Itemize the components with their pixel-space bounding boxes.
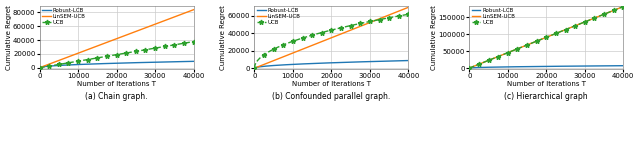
Y-axis label: Cumulative Regret: Cumulative Regret [431, 5, 436, 70]
Legend: Robust-LCB, LinSEM-UCB, UCB: Robust-LCB, LinSEM-UCB, UCB [471, 7, 516, 26]
Legend: Robust-LCB, LinSEM-UCB, UCB: Robust-LCB, LinSEM-UCB, UCB [41, 7, 87, 26]
Y-axis label: Cumulative Regret: Cumulative Regret [220, 5, 227, 70]
X-axis label: Number of Iterations T: Number of Iterations T [507, 81, 586, 87]
Legend: Robust-LCB, LinSEM-UCB, UCB: Robust-LCB, LinSEM-UCB, UCB [256, 7, 302, 26]
Title: (a) Chain graph.: (a) Chain graph. [85, 92, 148, 101]
X-axis label: Number of Iterations T: Number of Iterations T [77, 81, 156, 87]
X-axis label: Number of Iterations T: Number of Iterations T [292, 81, 371, 87]
Title: (b) Confounded parallel graph.: (b) Confounded parallel graph. [272, 92, 390, 101]
Y-axis label: Cumulative Regret: Cumulative Regret [6, 5, 12, 70]
Title: (c) Hierarchical graph: (c) Hierarchical graph [504, 92, 588, 101]
